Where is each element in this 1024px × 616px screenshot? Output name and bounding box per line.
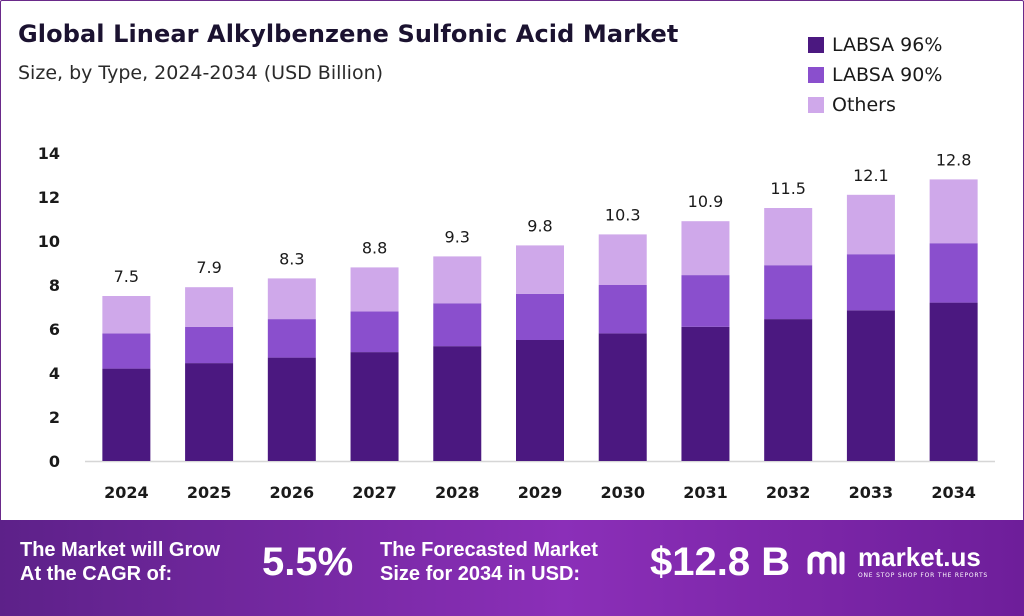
legend-item-labsa-90: LABSA 90%: [808, 60, 942, 90]
bar-segment-others-2027: [350, 267, 399, 312]
bar-total-label: 8.3: [279, 249, 304, 268]
bar-total-label: 10.9: [688, 192, 724, 211]
footer-banner: The Market will Grow At the CAGR of: 5.5…: [0, 520, 1024, 616]
y-tick-label: 2: [49, 408, 60, 427]
bar-total-label: 7.9: [196, 258, 221, 277]
brand-tagline: ONE STOP SHOP FOR THE REPORTS: [858, 572, 989, 579]
cagr-value: 5.5%: [262, 540, 354, 584]
legend-label-others: Others: [832, 94, 896, 116]
stacked-bar-chart: 0 2 4 6 8 10 12 14 7.5 2024 7.9 2025 8.3 2026 8.8 2027 9…: [38, 144, 995, 502]
bar-segment-labsa-90--2030: [598, 285, 647, 334]
bar-segment-labsa-96--2032: [764, 319, 813, 461]
brand-logo: market.us ONE STOP SHOP FOR THE REPORTS: [806, 544, 988, 579]
y-tick-label: 10: [38, 232, 60, 251]
bar-segment-labsa-96--2034: [929, 302, 978, 461]
bar-segment-labsa-90--2027: [350, 311, 399, 353]
bar-segment-labsa-96--2031: [681, 326, 730, 461]
forecast-caption-line2: Size for 2034 in USD:: [380, 563, 581, 585]
brand-name: market.us: [858, 542, 981, 572]
legend-swatch-labsa-96: [808, 37, 824, 53]
x-tick-label: 2024: [104, 483, 149, 502]
y-tick-label: 8: [49, 276, 60, 295]
x-tick-label: 2029: [518, 483, 563, 502]
legend-item-labsa-96: LABSA 96%: [808, 30, 942, 60]
legend-swatch-others: [808, 97, 824, 113]
chart-title: Global Linear Alkylbenzene Sulfonic Acid…: [18, 20, 679, 48]
x-tick-label: 2027: [352, 483, 397, 502]
bar-segment-labsa-96--2027: [350, 352, 399, 461]
x-tick-label: 2025: [187, 483, 232, 502]
bar-segment-labsa-96--2024: [102, 368, 151, 461]
bar-segment-others-2031: [681, 221, 730, 276]
legend-label-labsa-96: LABSA 96%: [832, 34, 943, 56]
cagr-caption-line1: The Market will Grow: [20, 539, 221, 561]
x-tick-label: 2026: [270, 483, 315, 502]
bar-segment-labsa-90--2028: [433, 303, 482, 347]
bar-segment-labsa-96--2030: [598, 333, 647, 461]
bar-total-label: 11.5: [770, 179, 806, 198]
x-tick-label: 2033: [849, 483, 894, 502]
y-tick-label: 4: [49, 364, 60, 383]
market-us-logo-icon: [807, 551, 845, 574]
y-tick-label: 12: [38, 188, 60, 207]
y-tick-label: 14: [38, 144, 60, 163]
legend-item-others: Others: [808, 90, 942, 120]
y-tick-label: 6: [49, 320, 60, 339]
bar-segment-labsa-90--2025: [185, 326, 234, 364]
bar-segment-labsa-90--2034: [929, 243, 978, 303]
bar-segment-labsa-90--2026: [267, 319, 316, 358]
bar-segment-others-2026: [267, 278, 316, 320]
x-tick-label: 2030: [600, 483, 645, 502]
bar-segment-labsa-96--2033: [846, 310, 895, 461]
bar-total-label: 8.8: [362, 238, 387, 257]
legend-label-labsa-90: LABSA 90%: [832, 64, 943, 86]
bar-total-label: 7.5: [114, 267, 139, 286]
cagr-caption-line2: At the CAGR of:: [20, 563, 173, 585]
bar-segment-labsa-96--2028: [433, 346, 482, 461]
x-tick-label: 2034: [931, 483, 976, 502]
bar-segment-others-2029: [516, 245, 564, 294]
legend-swatch-labsa-90: [808, 67, 824, 83]
bar-total-label: 10.3: [605, 205, 641, 224]
bar-total-label: 9.8: [527, 216, 552, 235]
bar-segment-labsa-90--2032: [764, 265, 813, 320]
bar-segment-others-2033: [846, 194, 895, 255]
bar-segment-labsa-90--2029: [516, 293, 564, 340]
bar-segment-labsa-90--2024: [102, 333, 151, 369]
bar-segment-others-2025: [185, 287, 234, 327]
x-tick-label: 2032: [766, 483, 811, 502]
bar-segment-labsa-90--2031: [681, 275, 730, 327]
forecast-caption-line1: The Forecasted Market: [380, 539, 598, 561]
legend: LABSA 96% LABSA 90% Others: [808, 30, 942, 120]
x-tick-label: 2031: [683, 483, 728, 502]
bar-segment-others-2034: [929, 179, 978, 244]
bar-segment-others-2024: [102, 296, 151, 334]
forecast-caption: The Forecasted Market Size for 2034 in U…: [380, 538, 598, 586]
bar-total-label: 9.3: [445, 227, 470, 246]
bar-segment-others-2030: [598, 234, 647, 285]
bar-segment-others-2028: [433, 256, 482, 304]
bar-segment-labsa-96--2029: [516, 340, 564, 461]
forecast-value: $12.8 B: [650, 540, 791, 584]
bar-total-label: 12.1: [853, 166, 889, 185]
cagr-caption: The Market will Grow At the CAGR of:: [20, 538, 220, 586]
bar-segment-labsa-90--2033: [846, 254, 895, 311]
bar-segment-others-2032: [764, 208, 813, 266]
y-tick-label: 0: [49, 452, 60, 471]
bar-total-label: 12.8: [936, 150, 972, 169]
bar-segment-labsa-96--2026: [267, 357, 316, 461]
bar-segment-labsa-96--2025: [185, 363, 234, 461]
chart-subtitle: Size, by Type, 2024-2034 (USD Billion): [18, 62, 384, 84]
x-tick-label: 2028: [435, 483, 480, 502]
